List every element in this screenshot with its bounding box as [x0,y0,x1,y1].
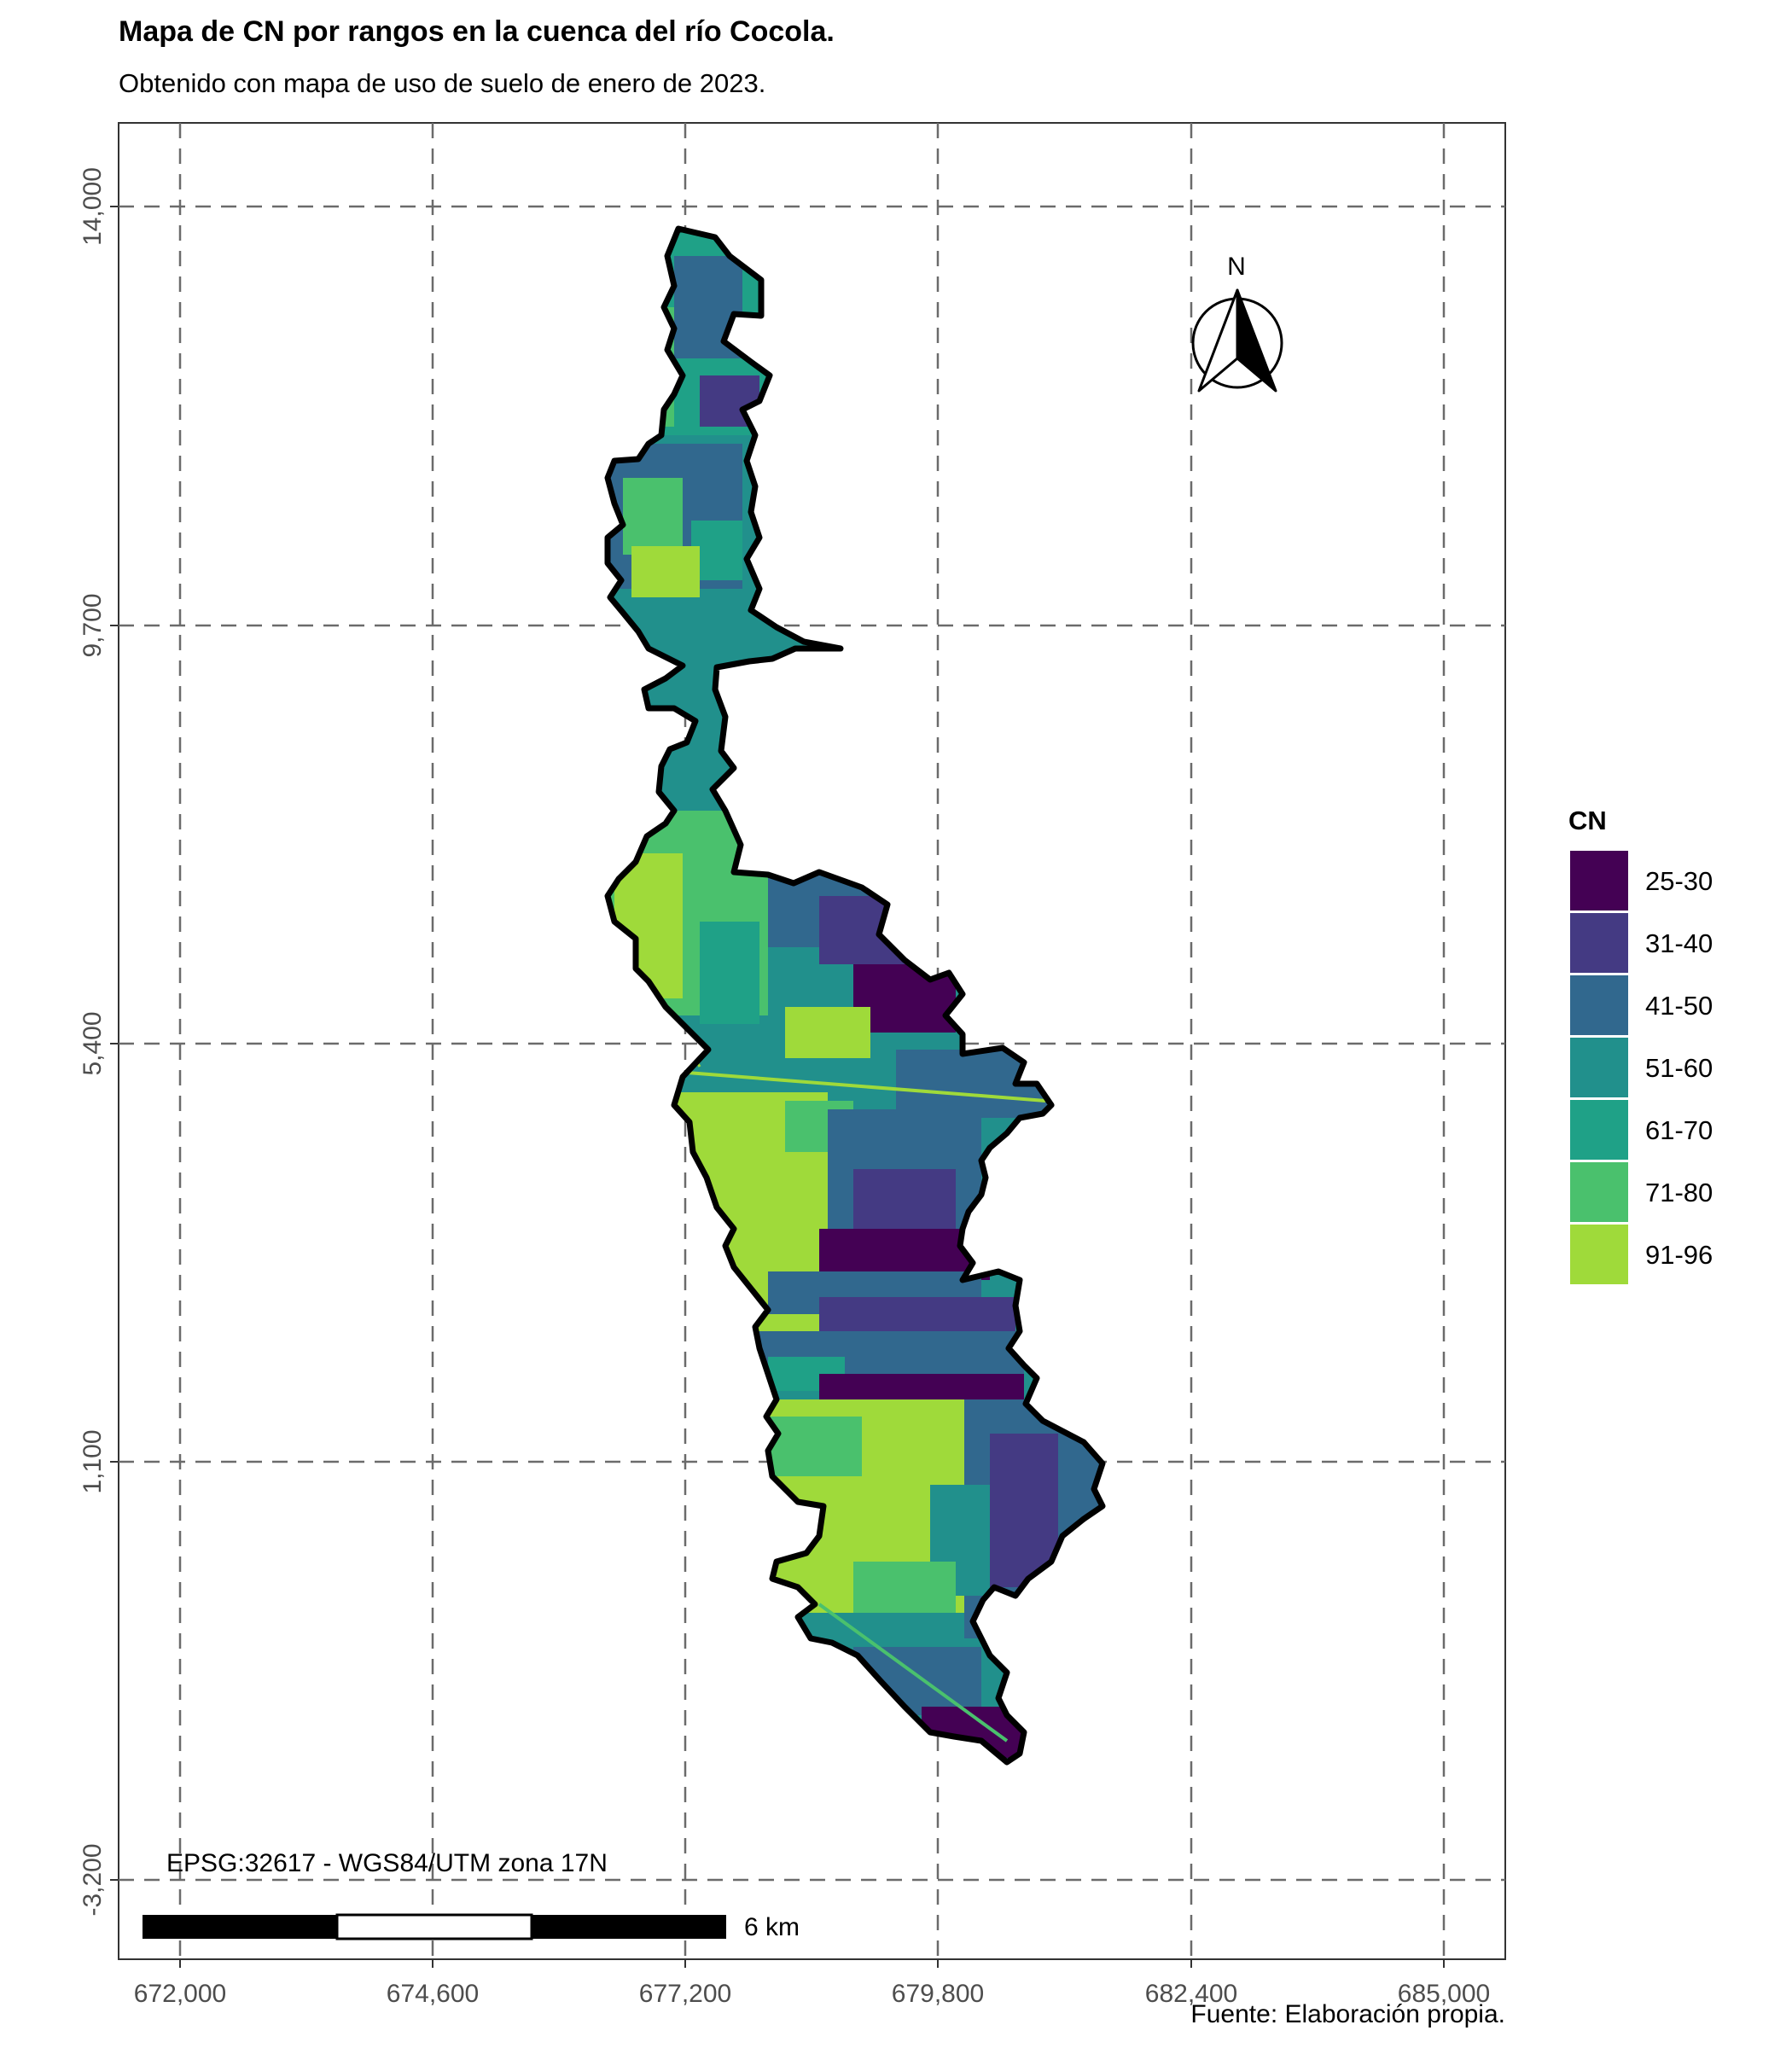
legend: CN 25-30 31-40 41-50 51-60 61-70 71-80 91-96 [1568,806,1713,1284]
legend-swatch [1570,851,1628,911]
legend-swatch [1570,975,1628,1035]
north-label: N [1227,253,1246,281]
x-tick-label: 682,400 [1145,1980,1237,2008]
map-title: Mapa de CN por rangos en la cuenca del r… [119,15,835,48]
scale-bar [143,1913,726,1940]
legend-label: 41-50 [1645,991,1713,1021]
y-tick-label: 9,700 [79,593,107,657]
x-tick-label: 672,000 [134,1980,226,2008]
legend-swatch [1570,1100,1628,1160]
north-arrow-icon [1191,288,1283,393]
crs-annotation: EPSG:32617 - WGS84/UTM zona 17N [166,1849,608,1877]
legend-swatch [1570,1162,1628,1222]
legend-title: CN [1568,806,1607,835]
x-tick-label: 674,600 [387,1980,479,2008]
x-tick-label: 679,800 [892,1980,984,2008]
legend-swatch [1570,1038,1628,1097]
scale-bar-label: 6 km [744,1913,800,1941]
legend-label: 71-80 [1645,1178,1713,1207]
x-tick-label: 677,200 [639,1980,731,2008]
y-tick-label: -3,200 [79,1843,107,1916]
y-tick-label: 14,000 [79,167,107,246]
y-tick-label: 5,400 [79,1011,107,1075]
y-tick-label: 1,100 [79,1429,107,1493]
x-tick-label: 685,000 [1398,1980,1490,2008]
legend-label: 31-40 [1645,928,1713,958]
axis-ticks [110,206,1445,1968]
source-caption: Fuente: Elaboración propia. [1190,2000,1505,2028]
map-subtitle: Obtenido con mapa de uso de suelo de ene… [119,68,766,98]
legend-swatch [1570,913,1628,973]
legend-label: 91-96 [1645,1240,1713,1270]
legend-label: 51-60 [1645,1053,1713,1083]
legend-label: 61-70 [1645,1115,1713,1145]
legend-label: 25-30 [1645,866,1713,896]
legend-swatch [1570,1225,1628,1284]
